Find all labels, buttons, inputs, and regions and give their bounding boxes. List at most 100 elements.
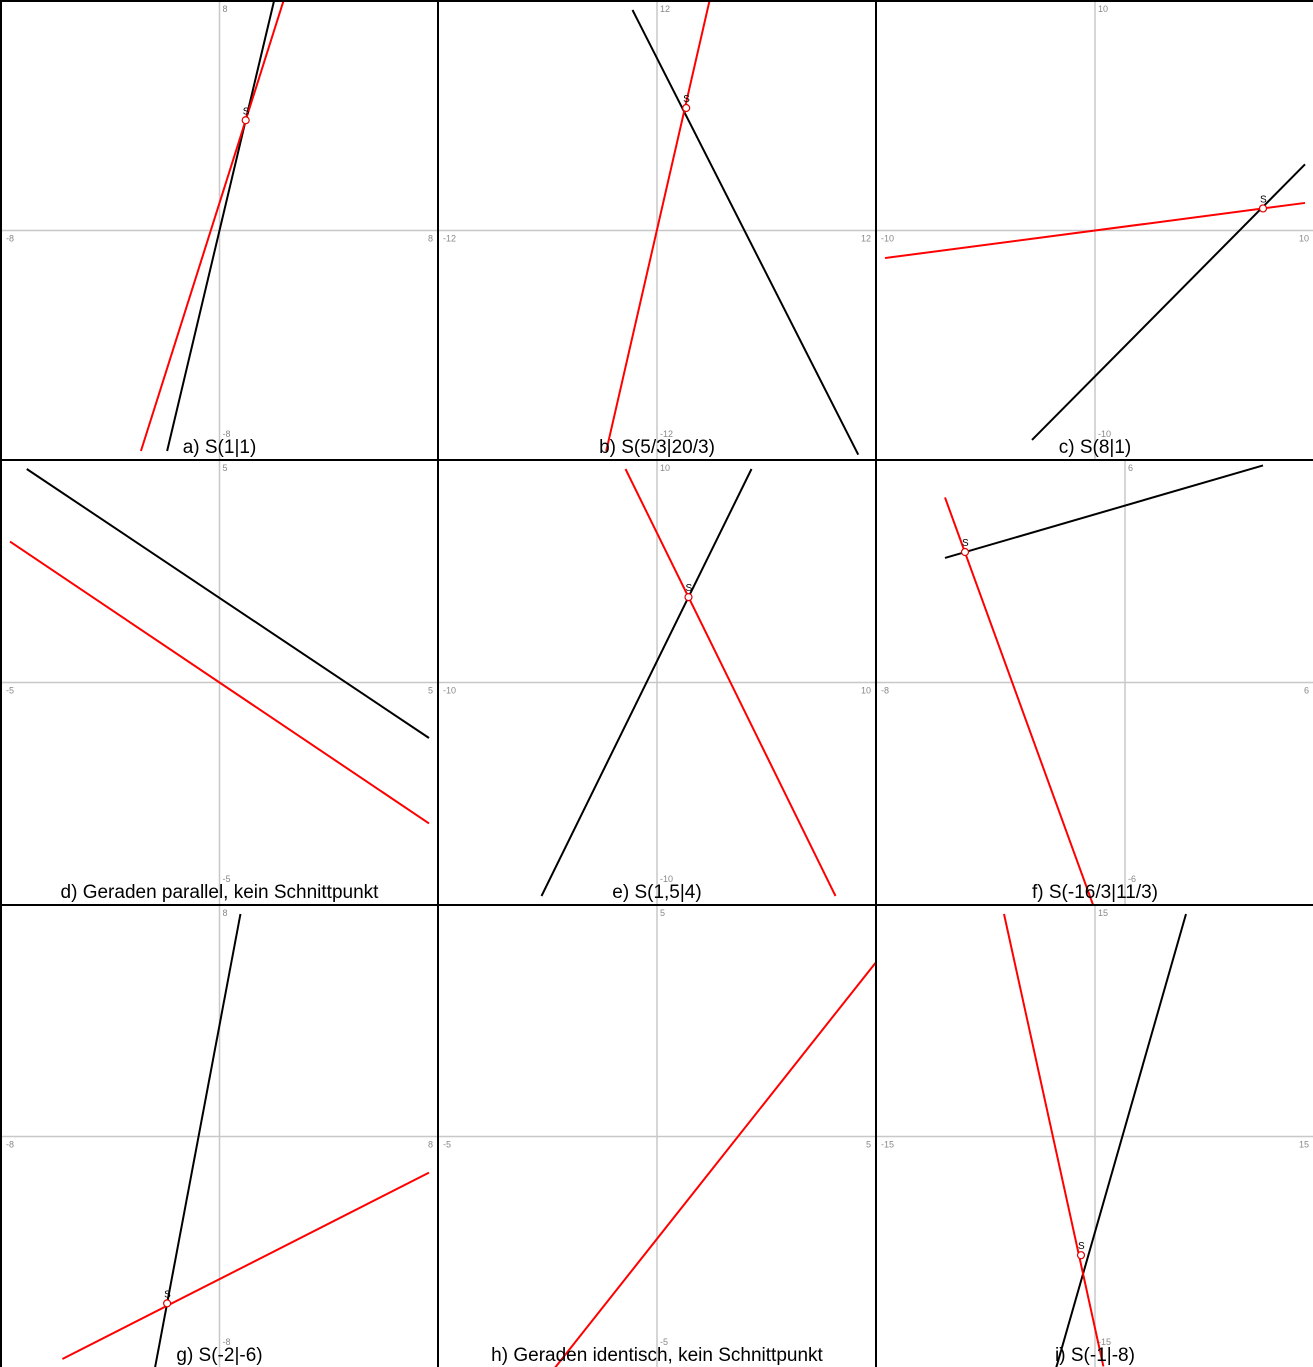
x-tick-label-min: -15 [881, 1140, 894, 1150]
panel-caption: b) S(5/3|20/3) [599, 437, 715, 458]
x-tick-label-min: -8 [6, 234, 14, 244]
x-tick-label-min: -8 [6, 1140, 14, 1150]
intersection-point [682, 103, 691, 113]
black-line [154, 913, 242, 1367]
intersection-label: S [1260, 194, 1267, 205]
intersection-label: S [683, 94, 690, 105]
x-tick-label-min: -5 [443, 1140, 451, 1150]
y-tick-label-min: -15 [1098, 1337, 1111, 1347]
panel-caption: e) S(1,5|4) [612, 882, 702, 903]
y-tick-label-min: -6 [1128, 874, 1136, 884]
chart-canvas: -10 10 10 -10 S [439, 461, 875, 904]
chart-canvas: -5 5 5 -5 [2, 461, 437, 904]
y-tick-label-max: 6 [1128, 463, 1133, 473]
intersection-point [241, 116, 250, 125]
y-tick-label-max: 10 [1098, 4, 1108, 14]
intersection-label: S [1078, 1241, 1085, 1252]
chart-canvas: -8 6 6 -6 S [877, 461, 1313, 904]
intersection-point [163, 1299, 172, 1308]
chart-canvas: -12 12 12 -12 S [439, 2, 875, 459]
y-tick-label-max: 5 [660, 908, 665, 918]
intersection-point [684, 593, 693, 602]
intersection-point [960, 547, 970, 557]
panel-caption: a) S(1|1) [182, 437, 257, 458]
frame-horizontal-line [0, 459, 1313, 461]
red-line [9, 540, 430, 825]
intersection-point [1076, 1251, 1086, 1260]
black-line [944, 464, 1264, 559]
red-line [61, 1171, 430, 1360]
frame-vertical-line [437, 0, 439, 1367]
panel-caption: i) S(-1|-8) [1055, 1345, 1135, 1366]
x-tick-label-max: 15 [1299, 1140, 1309, 1150]
panel-caption: c) S(8|1) [1058, 437, 1132, 458]
red-line [605, 2, 711, 452]
chart-canvas: -10 10 10 -10 S [877, 2, 1313, 459]
x-tick-label-max: 6 [1304, 686, 1309, 696]
y-tick-label-min: -10 [660, 874, 673, 884]
y-tick-label-min: -8 [223, 1337, 231, 1347]
intersection-label: S [962, 538, 969, 549]
y-tick-label-min: -5 [660, 1337, 668, 1347]
y-tick-label-max: 5 [223, 463, 228, 473]
x-tick-label-max: 5 [428, 686, 433, 696]
x-tick-label-max: 10 [1299, 234, 1309, 244]
intersection-label: S [686, 583, 693, 594]
panel-caption: f) S(-16/3|11/3) [1031, 882, 1159, 903]
x-tick-label-max: 8 [428, 1140, 433, 1150]
intersection-point [1258, 204, 1268, 213]
y-tick-label-min: -10 [1098, 429, 1111, 439]
red-line [624, 468, 837, 897]
y-tick-label-max: 10 [660, 463, 670, 473]
x-tick-label-min: -12 [443, 234, 456, 244]
chart-canvas: -5 5 5 -5 [439, 906, 875, 1367]
y-tick-label-max: 8 [223, 4, 228, 14]
panel-caption: h) Geraden identisch, kein Schnittpunkt [491, 1345, 823, 1366]
red-line [944, 497, 1094, 904]
black-line [1055, 913, 1187, 1367]
chart-panel: -5 5 5 -5 d) Geraden parallel, kein Schnittp… [2, 461, 437, 904]
x-tick-label-max: 8 [428, 234, 433, 244]
frame-horizontal-line [0, 904, 1313, 906]
panel-caption: d) Geraden parallel, kein Schnittpunkt [60, 882, 379, 903]
y-tick-label-min: -8 [223, 429, 231, 439]
chart-canvas: -8 8 8 -8 S [2, 2, 437, 459]
intersection-label: S [164, 1289, 171, 1300]
chart-canvas: -8 8 8 -8 S [2, 906, 437, 1367]
x-tick-label-min: -5 [6, 686, 14, 696]
panel-caption: g) S(-2|-6) [176, 1345, 263, 1366]
black-line [26, 468, 430, 739]
x-tick-label-max: 12 [861, 234, 871, 244]
intersection-label: S [243, 106, 250, 117]
y-tick-label-max: 8 [223, 908, 228, 918]
y-tick-label-min: -5 [223, 874, 231, 884]
x-tick-label-max: 5 [866, 1140, 871, 1150]
red-line [554, 962, 875, 1367]
frame-vertical-line [875, 0, 877, 1367]
chart-panel: -5 5 5 -5 h) Geraden identisch, kein Schnitt… [439, 906, 875, 1367]
x-tick-label-min: -10 [881, 234, 894, 244]
y-tick-label-max: 15 [1098, 908, 1108, 918]
red-line [139, 2, 285, 452]
x-tick-label-min: -8 [881, 686, 889, 696]
red-line [884, 201, 1306, 260]
frame-horizontal-line [0, 0, 1313, 2]
x-tick-label-max: 10 [861, 686, 871, 696]
y-tick-label-min: -12 [660, 429, 673, 439]
chart-canvas: -15 15 15 -15 S [877, 906, 1313, 1367]
black-line [631, 9, 860, 456]
y-tick-label-max: 12 [660, 4, 670, 14]
red-line [1003, 913, 1105, 1367]
x-tick-label-min: -10 [443, 686, 456, 696]
frame-vertical-line [0, 0, 2, 1367]
black-line [540, 468, 753, 897]
black-line [166, 2, 275, 452]
